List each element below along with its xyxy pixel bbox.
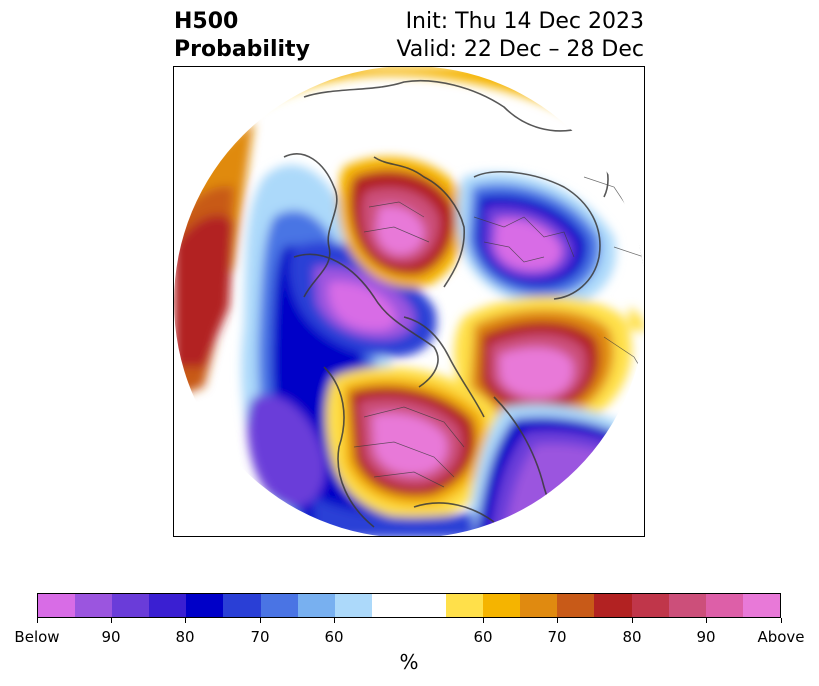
colorbar-units-label: % xyxy=(399,650,419,674)
colorbar-swatch xyxy=(75,594,113,617)
colorbar-swatch xyxy=(705,594,743,617)
colorbar-tick-label: 90 xyxy=(696,628,716,646)
colorbar-tick-label: Above xyxy=(757,628,805,646)
title-line-2: Probability xyxy=(174,37,310,62)
colorbar-tick-mark xyxy=(260,618,261,623)
colorbar-tick-label: Below xyxy=(14,628,60,646)
colorbar-tick-label: 70 xyxy=(547,628,567,646)
colorbar-swatch xyxy=(334,594,372,617)
colorbar-tick-mark xyxy=(781,618,782,623)
colorbar-tick-mark xyxy=(111,618,112,623)
colorbar-tick-label: 60 xyxy=(473,628,493,646)
colorbar-swatch xyxy=(38,594,76,617)
colorbar-swatch xyxy=(223,594,261,617)
map-svg xyxy=(174,67,644,536)
init-date-text: Init: Thu 14 Dec 2023 xyxy=(405,9,644,34)
forecast-dates: Init: Thu 14 Dec 2023 Valid: 22 Dec – 28… xyxy=(396,8,644,64)
colorbar-swatch xyxy=(112,594,150,617)
colorbar-tick-mark xyxy=(632,618,633,623)
colorbar-tick-label: 70 xyxy=(250,628,270,646)
colorbar-tick-mark xyxy=(483,618,484,623)
colorbar-swatch xyxy=(520,594,558,617)
colorbar-swatch xyxy=(186,594,224,617)
colorbar xyxy=(37,593,781,618)
colorbar-swatch xyxy=(557,594,595,617)
colorbar-tick-label: 90 xyxy=(101,628,121,646)
colorbar-tick-mark xyxy=(185,618,186,623)
colorbar-swatch xyxy=(594,594,632,617)
colorbar-swatch xyxy=(446,594,484,617)
colorbar-swatch xyxy=(371,594,409,617)
colorbar-swatch xyxy=(149,594,187,617)
colorbar-swatch xyxy=(631,594,669,617)
colorbar-tick-label: 60 xyxy=(324,628,344,646)
colorbar-tick-mark xyxy=(37,618,38,623)
colorbar-tick-mark xyxy=(557,618,558,623)
probability-field xyxy=(174,67,644,536)
colorbar-tick-label: 80 xyxy=(175,628,195,646)
coastline-overlay xyxy=(283,79,609,528)
colorbar-swatch xyxy=(408,594,447,617)
map-title: H500 Probability xyxy=(174,8,310,64)
colorbar-swatch xyxy=(260,594,298,617)
colorbar-tick-label: 80 xyxy=(622,628,642,646)
probability-map xyxy=(173,66,645,537)
colorbar-tick-mark xyxy=(706,618,707,623)
colorbar-swatch xyxy=(297,594,335,617)
title-line-1: H500 xyxy=(174,9,239,34)
colorbar-swatch xyxy=(742,594,780,617)
colorbar-swatch xyxy=(668,594,706,617)
colorbar-swatch xyxy=(483,594,521,617)
colorbar-tick-mark xyxy=(334,618,335,623)
valid-range-text: Valid: 22 Dec – 28 Dec xyxy=(396,37,644,62)
